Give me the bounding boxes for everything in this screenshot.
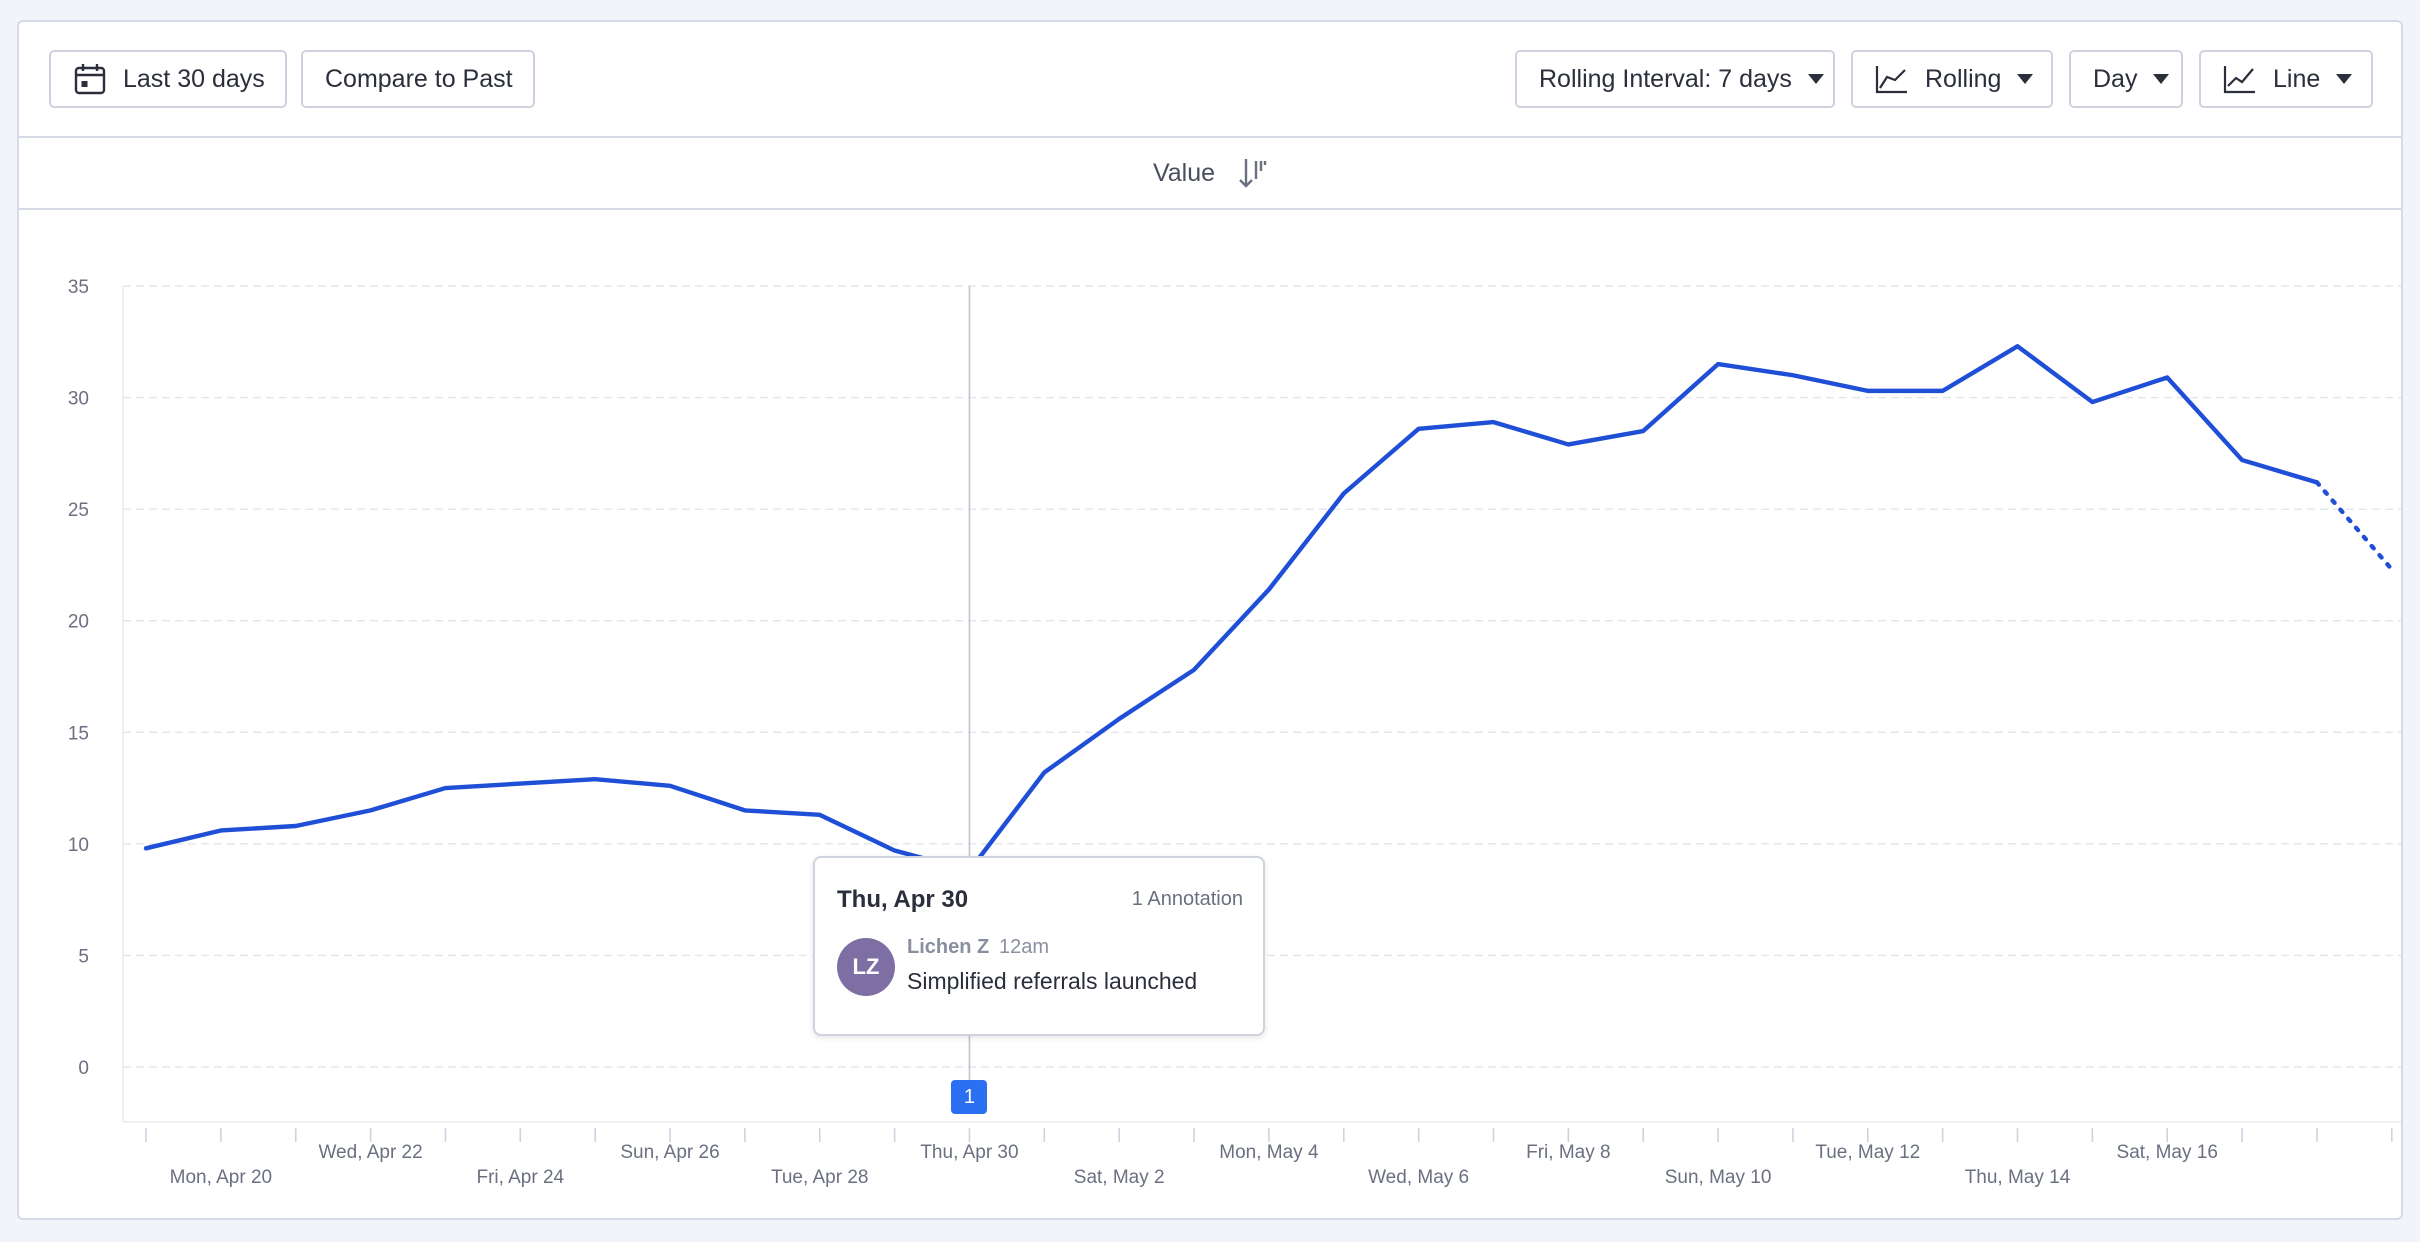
line-chart: 0 5 10 15 20 25 30 35 Mon, Apr 20 Wed, Apr 22 Fri… [68,277,2401,1188]
y-tick-label: 10 [68,835,89,856]
date-range-button[interactable]: Last 30 days [49,50,287,108]
data-point [218,827,224,833]
data-point [1341,491,1347,497]
tooltip-date: Thu, Apr 30 [837,886,969,913]
data-point [1865,388,1871,394]
avatar: LZ [837,938,895,996]
y-tick-label: 0 [78,1058,89,1079]
report-panel: Last 30 days Compare to Past Rolling Int… [17,20,2403,1220]
x-tick-label: Mon, Apr 20 [170,1167,272,1188]
x-tick-label: Thu, May 14 [1965,1167,2071,1188]
x-tick-label: Sun, May 10 [1665,1167,1772,1188]
data-point [1715,361,1721,367]
chevron-down-icon [2336,74,2353,84]
compare-to-past-button[interactable]: Compare to Past [301,50,535,108]
chart-series [143,286,2395,1095]
data-point [2314,479,2320,485]
rolling-interval-label: Rolling Interval: 7 days [1539,64,1792,93]
data-point [2015,343,2021,349]
data-point [667,783,673,789]
x-tick-label: Mon, May 4 [1219,1142,1319,1163]
data-point [368,807,374,813]
value-column-label: Value [1152,158,1216,187]
y-tick-label: 25 [68,500,89,521]
x-tick-label: Sat, May 2 [1074,1167,1165,1188]
data-point [1191,667,1197,673]
annotation-author: Lichen Z [907,936,990,958]
data-point [2089,399,2095,405]
date-range-label: Last 30 days [123,64,265,93]
tooltip-annotation-count: 1 Annotation [1131,888,1243,910]
analysis-type-label: Rolling [1925,64,2002,93]
data-point [592,776,598,782]
toolbar: Last 30 days Compare to Past Rolling Int… [19,22,2401,138]
trend-line-icon [2223,64,2257,94]
data-point [1940,388,1946,394]
data-point [442,785,448,791]
data-point [293,823,299,829]
chevron-down-icon [2017,74,2034,84]
y-axis: 0 5 10 15 20 25 30 35 [68,277,89,1079]
data-point [1416,426,1422,432]
calendar-icon [73,62,107,96]
x-tick-label: Tue, May 12 [1815,1142,1920,1163]
x-tick-label: Wed, May 6 [1368,1167,1469,1188]
annotation-text: Simplified referrals launched [907,968,1198,994]
annotation-marker[interactable]: 1 [951,1080,988,1114]
sort-descending-icon[interactable] [1237,157,1267,189]
data-point [892,848,898,854]
time-unit-label: Day [2093,64,2138,93]
data-point [1490,419,1496,425]
chart-type-label: Line [2273,64,2321,93]
data-point [1565,441,1571,447]
y-tick-label: 20 [68,612,89,633]
analysis-type-dropdown[interactable]: Rolling [1851,50,2053,108]
rolling-interval-dropdown[interactable]: Rolling Interval: 7 days [1515,50,1835,108]
y-tick-label: 35 [68,277,89,298]
data-point [143,845,149,851]
x-tick-label: Sun, Apr 26 [620,1142,719,1163]
column-header: Value [19,138,2401,210]
data-point [817,812,823,818]
y-tick-label: 5 [78,946,89,967]
time-unit-dropdown[interactable]: Day [2069,50,2183,108]
data-point [1041,769,1047,775]
data-point [2164,374,2170,380]
series-line [143,344,2320,873]
x-tick-label: Fri, Apr 24 [476,1167,564,1188]
compare-label: Compare to Past [325,64,513,93]
data-point [2239,457,2245,463]
data-point [742,807,748,813]
annotation-tooltip: Thu, Apr 30 1 Annotation LZ Lichen Z 12a… [813,856,1265,1036]
x-tick-label: Fri, May 8 [1526,1142,1610,1163]
data-point [1116,716,1122,722]
chevron-down-icon [2153,74,2170,84]
line-chart-icon [1875,64,1909,94]
x-tick-label: Sat, May 16 [2117,1142,2218,1163]
y-tick-label: 30 [68,389,89,410]
data-point [1790,372,1796,378]
x-tick-label: Tue, Apr 28 [771,1167,869,1188]
annotation-time: 12am [999,936,1050,958]
x-tick-label: Thu, Apr 30 [920,1142,1018,1163]
x-tick-label: Wed, Apr 22 [318,1142,422,1163]
chevron-down-icon [1807,74,1824,84]
data-point [517,781,523,787]
series-partial-line [2314,480,2395,572]
chart-type-dropdown[interactable]: Line [2199,50,2373,108]
x-axis: Mon, Apr 20 Wed, Apr 22 Fri, Apr 24 Sun, Ap… [123,1121,2401,1188]
data-point [1266,586,1272,592]
y-tick-label: 15 [68,723,89,744]
data-point [1640,428,1646,434]
